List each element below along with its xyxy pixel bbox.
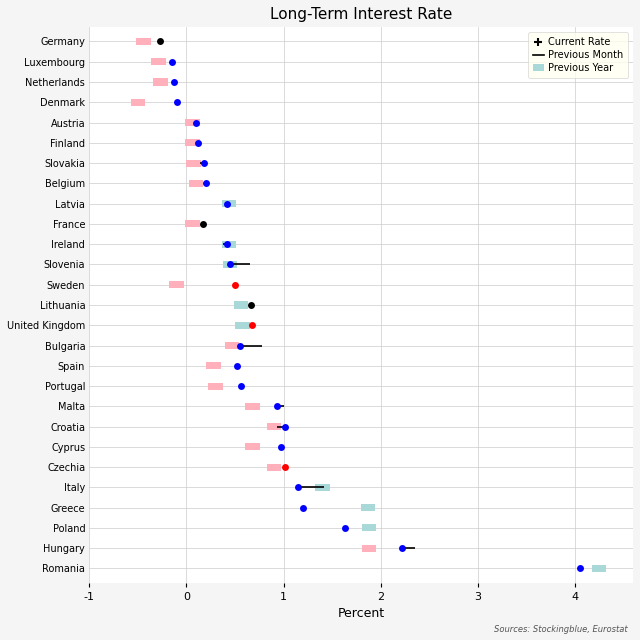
- Bar: [245, 403, 260, 410]
- Bar: [185, 140, 200, 147]
- Bar: [222, 200, 236, 207]
- Bar: [222, 241, 236, 248]
- Bar: [592, 565, 606, 572]
- Bar: [362, 545, 376, 552]
- Bar: [266, 423, 281, 430]
- Bar: [186, 159, 200, 166]
- X-axis label: Percent: Percent: [338, 607, 385, 620]
- Bar: [234, 301, 248, 308]
- Bar: [131, 99, 145, 106]
- Title: Long-Term Interest Rate: Long-Term Interest Rate: [270, 7, 452, 22]
- Bar: [185, 220, 200, 227]
- Bar: [185, 119, 200, 126]
- Bar: [151, 58, 166, 65]
- Text: Sources: Stockingblue, Eurostat: Sources: Stockingblue, Eurostat: [493, 625, 627, 634]
- Bar: [170, 281, 184, 288]
- Bar: [153, 79, 168, 86]
- Bar: [225, 342, 239, 349]
- Bar: [136, 38, 151, 45]
- Bar: [315, 484, 330, 491]
- Bar: [236, 322, 250, 329]
- Bar: [223, 261, 237, 268]
- Legend: Current Rate, Previous Month, Previous Year: Current Rate, Previous Month, Previous Y…: [527, 32, 628, 77]
- Bar: [362, 524, 376, 531]
- Bar: [266, 463, 281, 470]
- Bar: [206, 362, 221, 369]
- Bar: [208, 383, 223, 390]
- Bar: [245, 444, 260, 451]
- Bar: [361, 504, 375, 511]
- Bar: [189, 180, 204, 187]
